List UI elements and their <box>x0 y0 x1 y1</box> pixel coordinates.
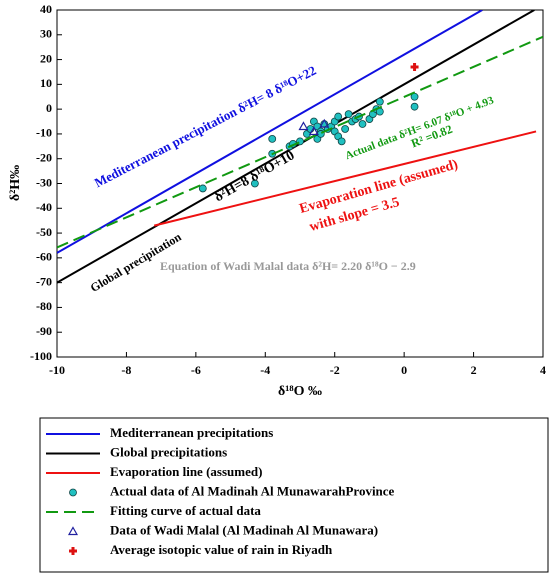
y-tick-label: -30 <box>36 175 52 189</box>
legend-label: Global precipitations <box>110 444 227 459</box>
data-point <box>341 125 350 133</box>
y-tick-label: -10 <box>36 126 52 140</box>
y-tick-label: -50 <box>36 225 52 239</box>
annotation: Equation of Wadi Malal data δ²H= 2.20 δ¹… <box>160 259 416 273</box>
y-tick-label: -40 <box>36 200 52 214</box>
plot-frame <box>56 9 544 358</box>
legend-label: Mediterranean precipitations <box>110 425 273 440</box>
legend-swatch <box>67 526 79 536</box>
legend-label: Average isotopic value of rain in Riyadh <box>110 542 333 557</box>
legend-label: Evaporation line (assumed) <box>110 464 262 479</box>
y-axis-label: δ²H‰ <box>8 165 23 201</box>
y-tick-label: -100 <box>30 349 52 363</box>
annotation: Actual data δ²H= 6.07 δ¹⁸O + 4.93 <box>344 94 496 162</box>
legend-swatch <box>69 488 77 497</box>
data-point <box>308 126 319 136</box>
x-tick-label: -2 <box>330 363 340 377</box>
y-tick-label: 10 <box>40 76 52 90</box>
x-tick-label: 0 <box>401 363 407 377</box>
y-tick-label: 0 <box>46 101 52 115</box>
data-point <box>198 184 207 193</box>
data-point <box>334 112 343 121</box>
y-tick-label: -20 <box>36 150 52 164</box>
x-tick-label: 4 <box>540 363 546 377</box>
data-point <box>298 121 309 131</box>
series-line <box>57 10 483 254</box>
x-tick-label: 2 <box>471 363 477 377</box>
series-line <box>153 130 537 227</box>
legend-label: Actual data of Al Madinah Al MunawarahPr… <box>110 483 395 498</box>
y-tick-label: 20 <box>40 51 52 65</box>
x-tick-label: -4 <box>260 363 270 377</box>
data-point <box>250 179 259 188</box>
x-tick-label: -10 <box>49 363 65 377</box>
x-tick-label: -8 <box>121 363 131 377</box>
data-point <box>410 102 419 111</box>
series-line <box>57 35 543 249</box>
legend-label: Fitting curve of actual data <box>110 503 261 518</box>
annotation: Mediterranean precipitation δ²H= 8 δ¹⁸O+… <box>92 63 319 191</box>
y-tick-label: -80 <box>36 299 52 313</box>
data-point <box>344 110 353 118</box>
legend-swatch <box>69 547 77 555</box>
data-point <box>337 137 346 146</box>
legend-box <box>39 417 549 573</box>
data-point <box>358 120 367 128</box>
y-tick-label: -60 <box>36 250 52 264</box>
data-point <box>268 134 277 143</box>
y-tick-label: 40 <box>40 2 52 16</box>
legend-label: Data of Wadi Malal (Al Madinah Al Munawa… <box>110 522 378 537</box>
y-tick-label: -70 <box>36 274 52 288</box>
data-point <box>375 97 384 106</box>
x-tick-label: -6 <box>191 363 201 377</box>
y-tick-label: -90 <box>36 324 52 338</box>
data-point <box>319 118 330 128</box>
y-tick-label: 30 <box>40 27 52 41</box>
x-axis-label: δ¹⁸O ‰ <box>278 384 322 399</box>
data-point <box>410 63 419 72</box>
